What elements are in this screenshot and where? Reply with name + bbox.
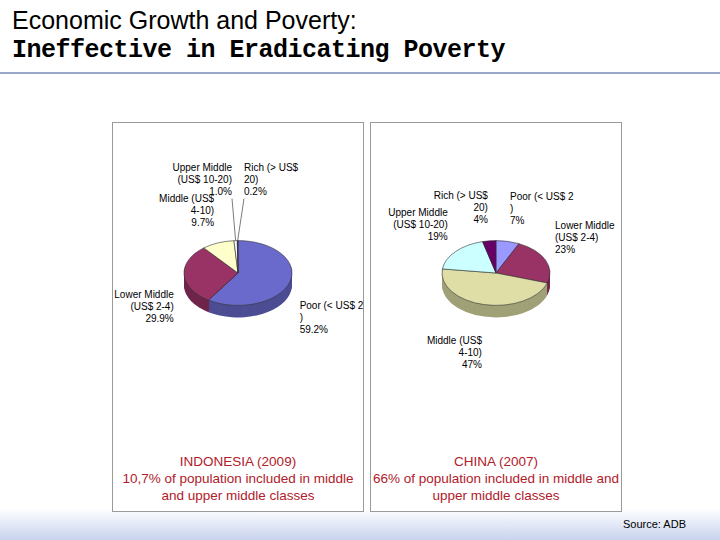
svg-text:Middle (US$4-10)9.7%: Middle (US$4-10)9.7% [159,193,214,228]
html-text:10,7% of population included i: 10,7% of population included in middle a… [122,471,354,503]
html-text:CHINA (2007): CHINA (2007) [454,454,538,469]
html-text:Economic Growth and Poverty:: Economic Growth and Poverty: [12,6,357,34]
svg-text:Upper Middle(US$ 10-20)1.0%: Upper Middle(US$ 10-20)1.0% [173,162,233,197]
svg-text:Rich (> US$20)4%: Rich (> US$20)4% [434,190,489,225]
html-text:INDONESIA (2009): INDONESIA (2009) [179,454,297,469]
svg-text:Rich (> US$20)0.2%: Rich (> US$20)0.2% [244,162,299,197]
svg-text:Upper Middle(US$ 10-20)19%: Upper Middle(US$ 10-20)19% [388,207,448,242]
html-text:Source: ADB: Source: ADB [623,518,686,530]
svg-text:Middle (US$4-10)47%: Middle (US$4-10)47% [427,335,482,370]
html-text:Poor (< US$ 2: Poor (< US$ 2 [510,190,574,202]
svg-text:Poor (< US$ 2)59.2%: Poor (< US$ 2)59.2% [300,300,364,335]
svg-text:Lower Middle(US$ 2-4)29.9%: Lower Middle(US$ 2-4)29.9% [114,289,174,324]
html-text:Ineffective in Eradicating Pov: Ineffective in Eradicating Poverty [12,36,506,65]
html-text:7%: 7% [510,214,525,226]
html-text:66% of population included in: 66% of population included in middle and… [372,471,620,503]
svg-text:Lower Middle(US$ 2-4)23%: Lower Middle(US$ 2-4)23% [555,220,615,255]
